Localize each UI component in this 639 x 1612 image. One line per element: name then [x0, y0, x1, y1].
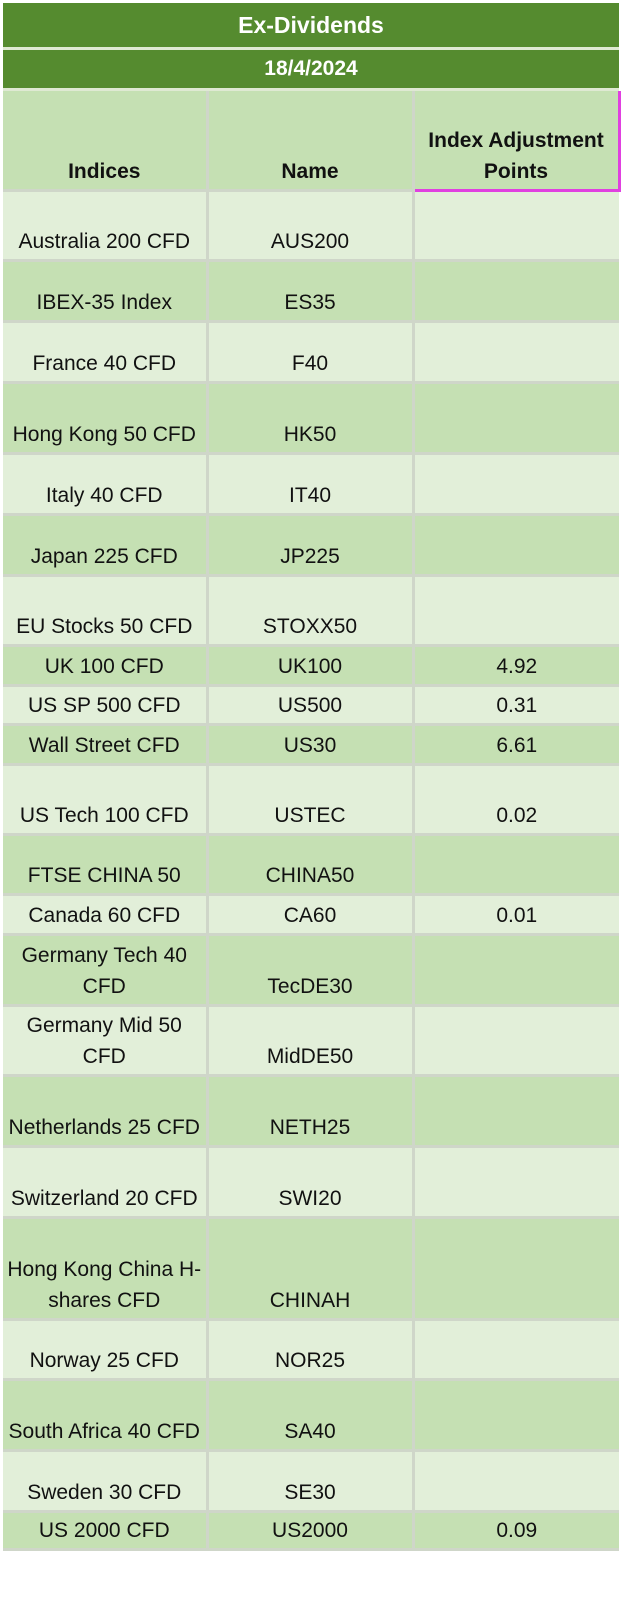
cell-points[interactable] [411, 1145, 619, 1219]
cell-index[interactable]: Germany Mid 50 CFD [3, 1004, 209, 1077]
cell-name[interactable]: AUS200 [205, 189, 415, 262]
table-row: Wall Street CFD US30 6.61 [3, 723, 619, 766]
dividends-table: Indices Name Index Adjustment Points Aus… [3, 91, 621, 1551]
ex-dividends-sheet: Ex-Dividends 18/4/2024 Indices Name Inde… [3, 3, 621, 1551]
cell-points[interactable]: 0.02 [411, 763, 619, 836]
table-row: Japan 225 CFD JP225 [3, 513, 619, 577]
cell-points[interactable] [411, 452, 619, 516]
table-row: France 40 CFD F40 [3, 320, 619, 384]
table-row: EU Stocks 50 CFD STOXX50 [3, 574, 619, 647]
cell-name[interactable]: US2000 [205, 1510, 415, 1551]
cell-points[interactable] [411, 381, 619, 455]
cell-name[interactable]: JP225 [205, 513, 415, 577]
cell-points[interactable] [411, 1074, 619, 1148]
cell-index[interactable]: UK 100 CFD [3, 644, 209, 687]
header-name: Name [205, 91, 415, 192]
table-row: Norway 25 CFD NOR25 [3, 1318, 619, 1381]
cell-index[interactable]: Australia 200 CFD [3, 189, 209, 262]
table-row: US 2000 CFD US2000 0.09 [3, 1510, 619, 1551]
cell-points[interactable] [411, 574, 619, 647]
cell-points[interactable] [411, 1449, 619, 1513]
cell-index[interactable]: Hong Kong China H-shares CFD [3, 1216, 209, 1321]
cell-index[interactable]: Hong Kong 50 CFD [3, 381, 209, 455]
cell-index[interactable]: US SP 500 CFD [3, 684, 209, 726]
cell-name[interactable]: CHINAH [205, 1216, 415, 1321]
cell-index[interactable]: US Tech 100 CFD [3, 763, 209, 836]
cell-name[interactable]: ES35 [205, 259, 415, 323]
cell-index[interactable]: IBEX-35 Index [3, 259, 209, 323]
cell-points[interactable]: 0.09 [411, 1510, 619, 1551]
header-index-adjustment-points[interactable]: Index Adjustment Points [411, 91, 621, 192]
cell-name[interactable]: STOXX50 [205, 574, 415, 647]
cell-points[interactable]: 0.01 [411, 893, 619, 936]
cell-name[interactable]: USTEC [205, 763, 415, 836]
table-body: Australia 200 CFD AUS200 IBEX-35 Index ES35… [3, 189, 619, 1551]
cell-points[interactable] [411, 259, 619, 323]
cell-points[interactable] [411, 1216, 619, 1321]
cell-name[interactable]: HK50 [205, 381, 415, 455]
table-row: IBEX-35 Index ES35 [3, 259, 619, 323]
cell-index[interactable]: Switzerland 20 CFD [3, 1145, 209, 1219]
cell-index[interactable]: FTSE CHINA 50 [3, 833, 209, 896]
cell-name[interactable]: UK100 [205, 644, 415, 687]
cell-name[interactable]: US500 [205, 684, 415, 726]
cell-points[interactable] [411, 320, 619, 384]
cell-points[interactable] [411, 833, 619, 896]
cell-points[interactable] [411, 1378, 619, 1452]
cell-index[interactable]: France 40 CFD [3, 320, 209, 384]
table-row: Germany Mid 50 CFD MidDE50 [3, 1004, 619, 1077]
cell-name[interactable]: CA60 [205, 893, 415, 936]
table-row: US Tech 100 CFD USTEC 0.02 [3, 763, 619, 836]
cell-name[interactable]: F40 [205, 320, 415, 384]
cell-index[interactable]: South Africa 40 CFD [3, 1378, 209, 1452]
cell-name[interactable]: SE30 [205, 1449, 415, 1513]
cell-points[interactable] [411, 1004, 619, 1077]
cell-points[interactable] [411, 933, 619, 1007]
cell-name[interactable]: TecDE30 [205, 933, 415, 1007]
cell-name[interactable]: NOR25 [205, 1318, 415, 1381]
cell-index[interactable]: EU Stocks 50 CFD [3, 574, 209, 647]
cell-name[interactable]: SWI20 [205, 1145, 415, 1219]
table-row: Sweden 30 CFD SE30 [3, 1449, 619, 1513]
cell-index[interactable]: Japan 225 CFD [3, 513, 209, 577]
cell-points[interactable]: 4.92 [411, 644, 619, 687]
sheet-date: 18/4/2024 [3, 50, 619, 91]
cell-points[interactable] [411, 513, 619, 577]
table-row: FTSE CHINA 50 CHINA50 [3, 833, 619, 896]
cell-name[interactable]: US30 [205, 723, 415, 766]
cell-points[interactable] [411, 1318, 619, 1381]
table-row: UK 100 CFD UK100 4.92 [3, 644, 619, 687]
cell-name[interactable]: NETH25 [205, 1074, 415, 1148]
header-indices: Indices [3, 91, 209, 192]
cell-name[interactable]: MidDE50 [205, 1004, 415, 1077]
cell-index[interactable]: Italy 40 CFD [3, 452, 209, 516]
cell-points[interactable]: 0.31 [411, 684, 619, 726]
cell-name[interactable]: CHINA50 [205, 833, 415, 896]
table-row: Switzerland 20 CFD SWI20 [3, 1145, 619, 1219]
table-row: Canada 60 CFD CA60 0.01 [3, 893, 619, 936]
table-row: South Africa 40 CFD SA40 [3, 1378, 619, 1452]
table-row: US SP 500 CFD US500 0.31 [3, 684, 619, 726]
sheet-title: Ex-Dividends [3, 3, 619, 50]
cell-index[interactable]: Netherlands 25 CFD [3, 1074, 209, 1148]
table-row: Hong Kong China H-shares CFD CHINAH [3, 1216, 619, 1321]
table-row: Netherlands 25 CFD NETH25 [3, 1074, 619, 1148]
table-row: Italy 40 CFD IT40 [3, 452, 619, 516]
table-row: Australia 200 CFD AUS200 [3, 189, 619, 262]
cell-name[interactable]: IT40 [205, 452, 415, 516]
table-row: Hong Kong 50 CFD HK50 [3, 381, 619, 455]
cell-points[interactable] [411, 189, 619, 262]
cell-index[interactable]: Sweden 30 CFD [3, 1449, 209, 1513]
cell-index[interactable]: US 2000 CFD [3, 1510, 209, 1551]
cell-index[interactable]: Germany Tech 40 CFD [3, 933, 209, 1007]
cell-name[interactable]: SA40 [205, 1378, 415, 1452]
cell-index[interactable]: Norway 25 CFD [3, 1318, 209, 1381]
cell-index[interactable]: Wall Street CFD [3, 723, 209, 766]
cell-points[interactable]: 6.61 [411, 723, 619, 766]
table-row: Germany Tech 40 CFD TecDE30 [3, 933, 619, 1007]
cell-index[interactable]: Canada 60 CFD [3, 893, 209, 936]
table-header-row: Indices Name Index Adjustment Points [3, 91, 621, 192]
